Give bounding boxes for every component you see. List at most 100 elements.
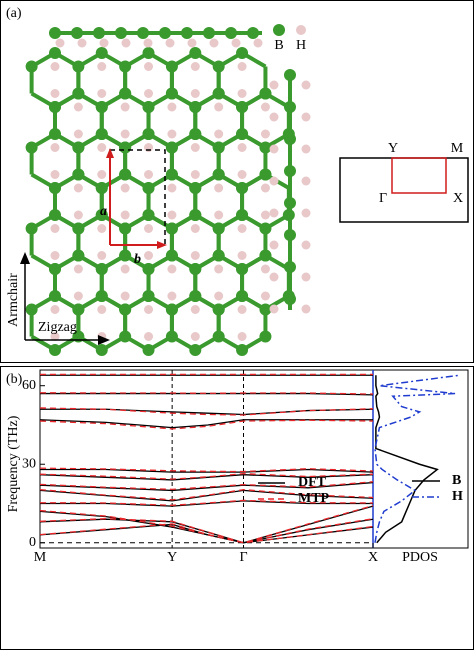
brillouin-zone xyxy=(339,157,469,223)
h-atom xyxy=(214,291,224,301)
h-atom xyxy=(190,143,200,152)
b-atom xyxy=(212,303,225,316)
b-atom xyxy=(165,249,178,262)
y-tick-label: 0 xyxy=(29,535,36,550)
h-atom xyxy=(97,224,107,233)
h-atom xyxy=(167,129,177,139)
pdos-label: PDOS xyxy=(402,550,438,565)
h-atom xyxy=(144,332,154,341)
h-atom xyxy=(269,208,279,218)
b-atom xyxy=(72,141,85,154)
b-atom xyxy=(165,141,178,154)
plot-frame xyxy=(39,369,469,549)
legend-label: DFT xyxy=(298,475,327,490)
b-atom xyxy=(165,60,178,73)
b-atom xyxy=(284,165,296,177)
b-atom xyxy=(284,229,296,241)
panel-label: (b) xyxy=(6,372,23,387)
h-atom xyxy=(144,251,154,260)
h-atom xyxy=(120,264,130,274)
b-atom xyxy=(49,47,61,59)
b-atom xyxy=(236,182,249,194)
h-atom xyxy=(121,38,131,48)
irreducible-zone xyxy=(391,157,447,194)
legend-label: MTP xyxy=(298,491,330,506)
h-atom xyxy=(237,170,247,179)
b-atom xyxy=(25,141,38,154)
b-atom xyxy=(137,27,149,39)
panel-label: (a) xyxy=(6,6,22,21)
h-atom xyxy=(50,224,60,233)
b-atom xyxy=(95,128,108,140)
b-atom xyxy=(259,222,272,235)
b-atom xyxy=(165,168,178,181)
h-atom xyxy=(214,210,224,220)
b-atom xyxy=(25,303,38,316)
h-atom xyxy=(190,332,200,341)
h-atom xyxy=(120,102,130,112)
h-atom xyxy=(260,210,270,220)
h-atom xyxy=(237,224,247,233)
b-atom xyxy=(119,168,132,181)
h-atom xyxy=(237,62,247,71)
x-tick-label: Y xyxy=(167,550,177,565)
b-atom xyxy=(225,27,237,39)
h-atom xyxy=(167,102,177,112)
h-atom xyxy=(144,224,154,233)
b-atom xyxy=(72,249,85,262)
b-atom xyxy=(284,101,296,113)
b-atom xyxy=(95,182,108,194)
b-atom xyxy=(49,344,61,356)
band-line xyxy=(40,408,374,416)
b-atom xyxy=(181,27,193,39)
h-atom xyxy=(144,89,154,98)
b-atom xyxy=(142,209,155,221)
h-atom xyxy=(269,80,279,90)
bz-label: M xyxy=(451,141,464,156)
arrow-head xyxy=(106,148,114,158)
b-atom xyxy=(93,27,105,39)
h-atom xyxy=(190,62,200,71)
arrow-head xyxy=(98,335,110,345)
b-atom xyxy=(72,60,85,73)
h-atom xyxy=(269,176,279,186)
b-atom xyxy=(72,303,85,316)
b-atom xyxy=(49,182,61,194)
h-atom xyxy=(120,291,130,301)
h-atom xyxy=(269,240,279,250)
b-atom xyxy=(49,209,61,221)
h-atom xyxy=(167,264,177,274)
h-atom xyxy=(269,304,279,314)
b-atom xyxy=(259,303,272,316)
b-atom xyxy=(189,344,202,356)
b-atom xyxy=(165,303,178,316)
h-atom xyxy=(269,112,279,122)
armchair-label: Armchair xyxy=(6,273,21,327)
b-atom xyxy=(189,182,202,194)
band-line xyxy=(39,419,373,429)
arrow-head xyxy=(20,252,30,264)
b-atom xyxy=(49,290,61,302)
b-atom xyxy=(212,141,225,154)
b-atom xyxy=(49,128,61,140)
b-atom xyxy=(236,209,249,221)
h-atom xyxy=(187,38,197,48)
h-atom xyxy=(214,264,224,274)
b-atom xyxy=(95,209,108,221)
h-atom xyxy=(301,144,311,154)
h-atom xyxy=(73,210,83,220)
h-atom xyxy=(167,291,177,301)
b-atom xyxy=(189,101,202,113)
band-line xyxy=(39,523,374,544)
h-atom xyxy=(269,272,279,282)
h-atom xyxy=(301,208,311,218)
b-atom xyxy=(259,141,272,154)
h-atom xyxy=(190,305,200,314)
h-atom xyxy=(214,129,224,139)
b-atom xyxy=(119,60,132,73)
h-atom xyxy=(237,305,247,314)
h-atom xyxy=(190,170,200,179)
b-atom xyxy=(247,27,259,39)
bz-label: Y xyxy=(388,141,398,156)
b-atom xyxy=(236,47,249,59)
